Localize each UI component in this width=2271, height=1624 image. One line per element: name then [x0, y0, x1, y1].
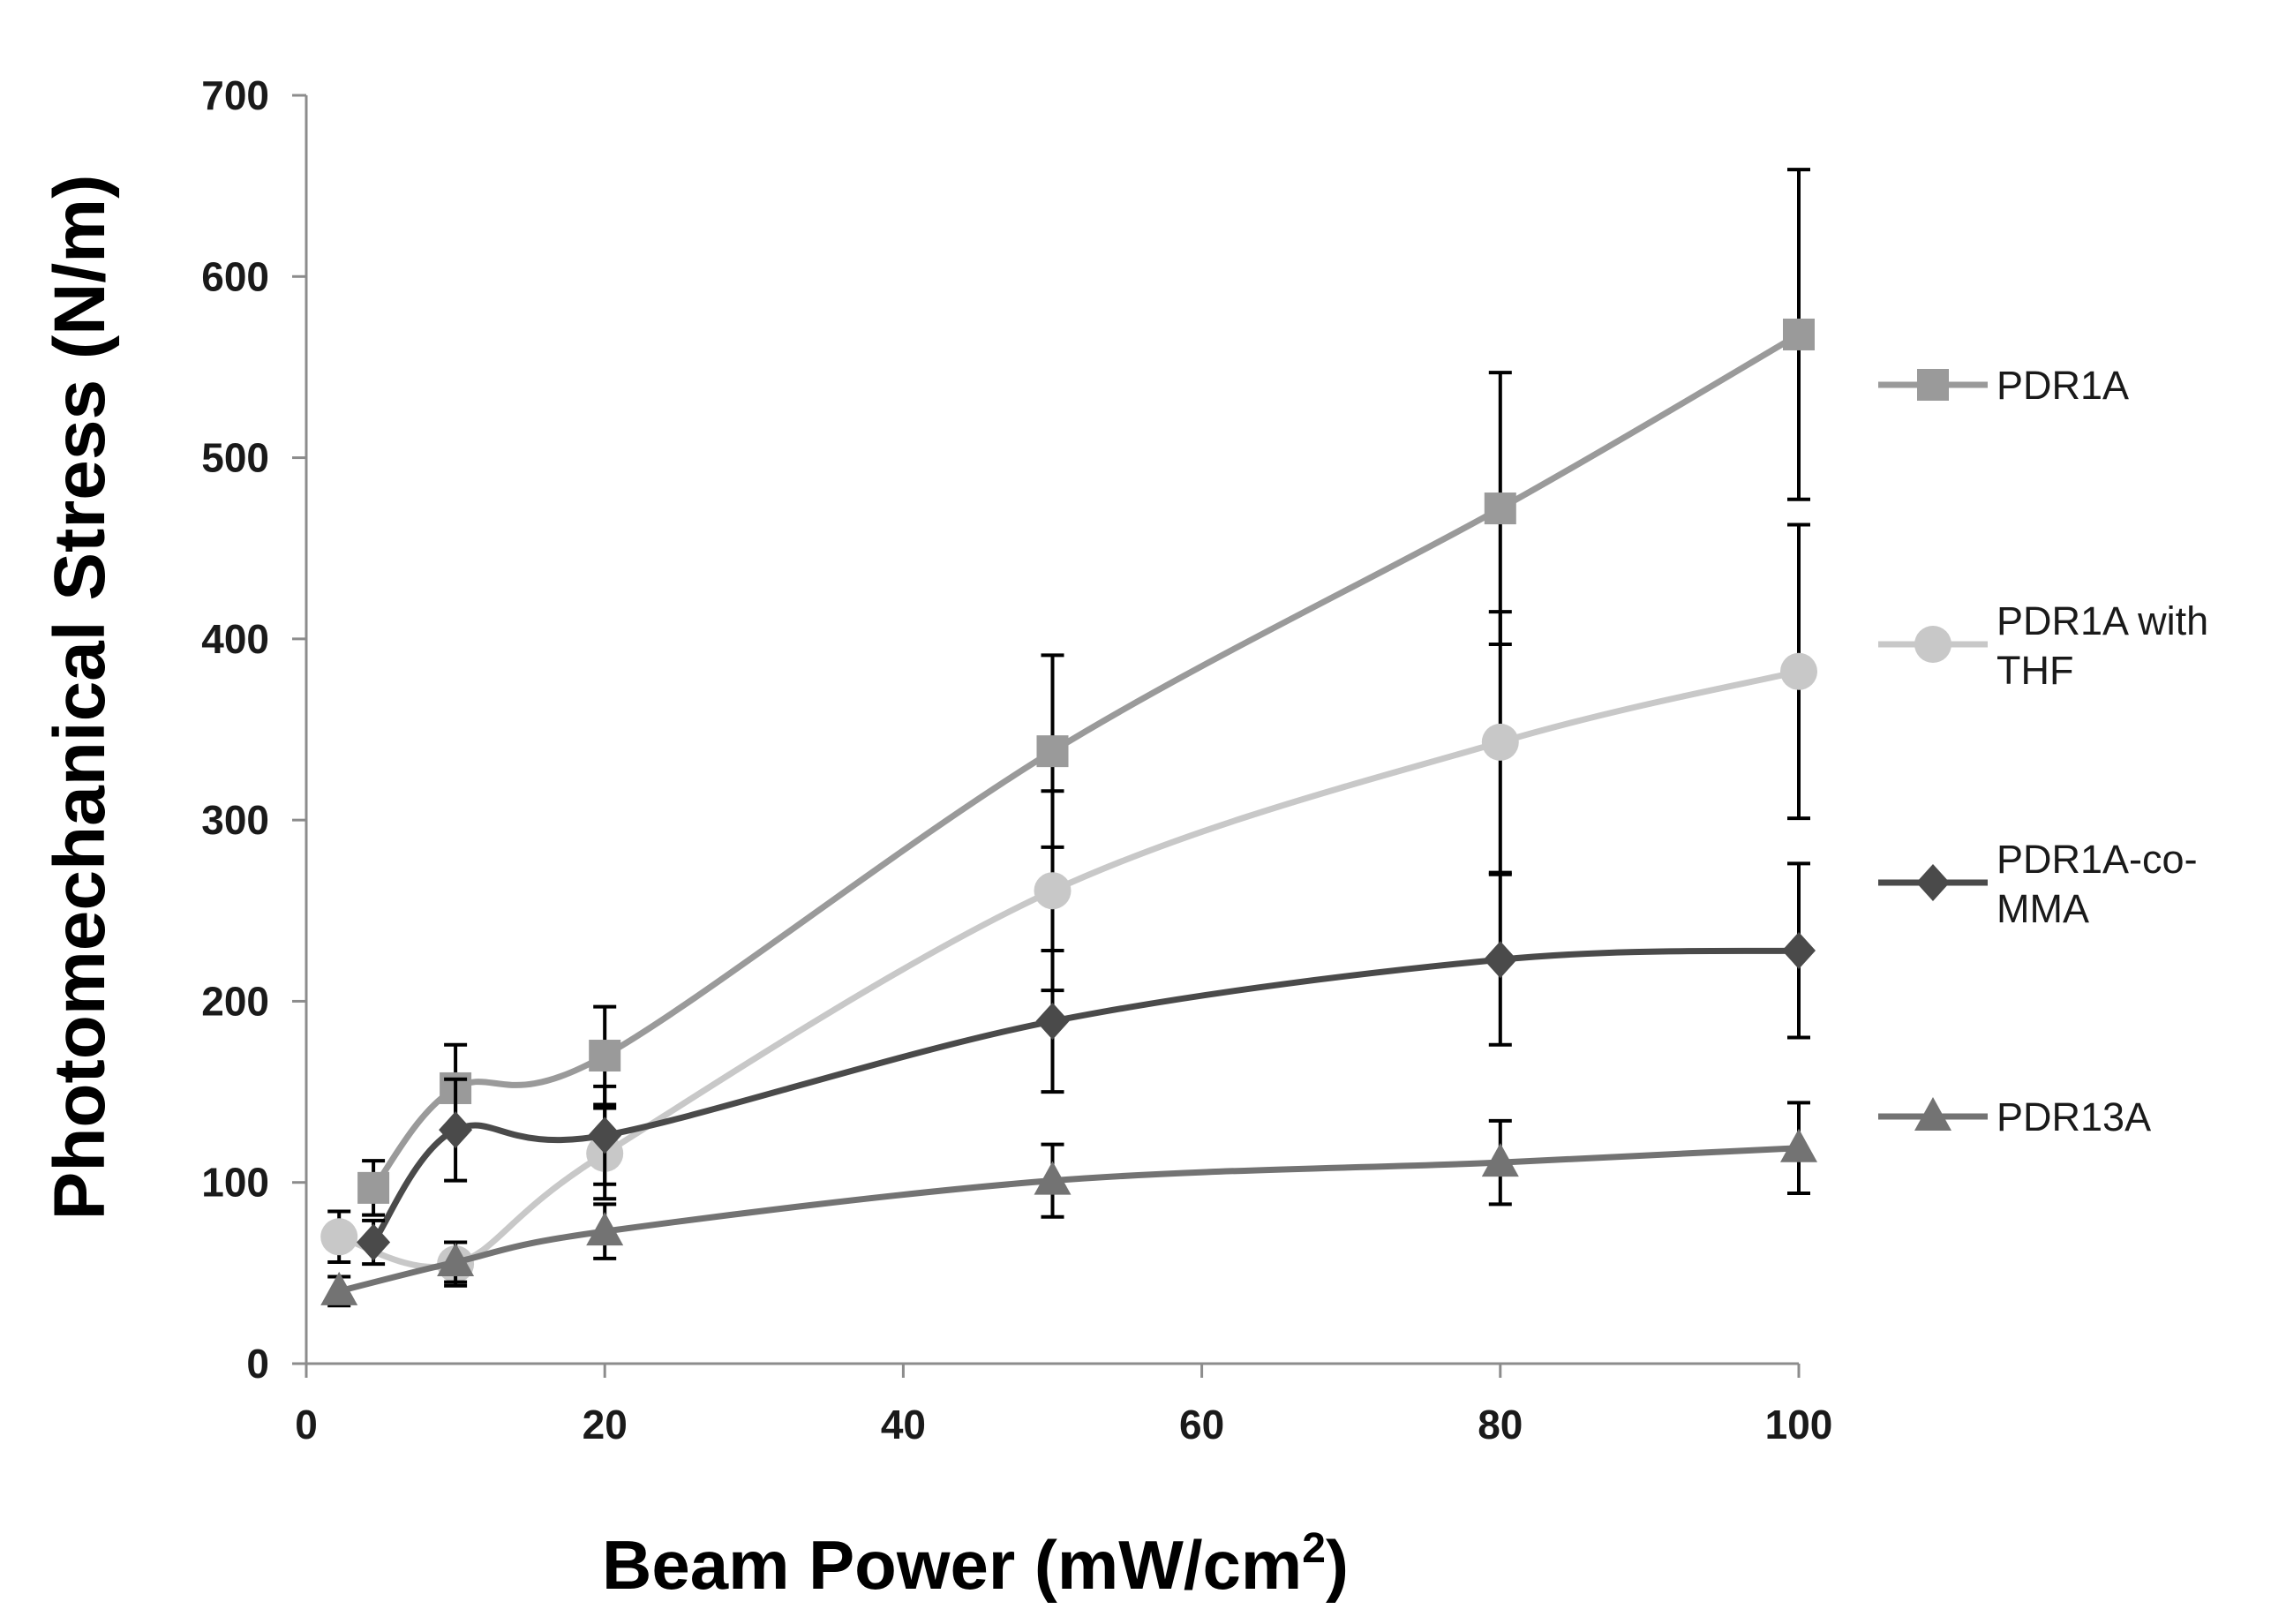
data-point	[586, 1212, 624, 1246]
data-point	[320, 1218, 358, 1256]
data-point	[357, 1171, 390, 1204]
legend-label: PDR1A with THF	[1997, 598, 2208, 693]
data-point	[439, 1111, 473, 1149]
legend-marker	[1914, 626, 1951, 663]
legend-marker	[1917, 369, 1949, 401]
data-point	[1783, 318, 1815, 350]
legend-label-line: PDR13A	[1997, 1094, 2151, 1139]
legend-label-line: THF	[1997, 648, 2073, 693]
series-pdr1a	[357, 168, 1815, 1217]
x-axis-title-superscript: 2	[1302, 1525, 1326, 1572]
x-tick-label: 100	[1765, 1402, 1833, 1447]
series-pdr13a	[320, 1101, 1817, 1308]
data-point	[1484, 492, 1516, 525]
data-point	[1782, 931, 1816, 969]
y-tick-label: 100	[201, 1160, 269, 1206]
legend-label: PDR1A	[1997, 363, 2129, 408]
legend-label: PDR13A	[1997, 1094, 2151, 1139]
series-line	[371, 947, 1800, 1244]
y-tick-label: 300	[201, 797, 269, 843]
legend-marker	[1916, 864, 1950, 901]
data-point	[1035, 1003, 1070, 1041]
y-tick-label: 200	[201, 978, 269, 1024]
data-point	[1780, 652, 1817, 690]
legend-item-pdr13a: PDR13A	[1878, 1094, 2151, 1139]
y-tick-label: 600	[201, 253, 269, 299]
data-point	[1481, 1143, 1519, 1177]
data-point	[589, 1040, 621, 1072]
y-tick-label: 700	[201, 72, 269, 118]
x-axis-title-suffix: )	[1326, 1526, 1349, 1604]
data-point	[1780, 1128, 1817, 1162]
series-line	[371, 331, 1801, 1191]
data-point	[1483, 941, 1517, 979]
legend-label-line: MMA	[1997, 886, 2089, 931]
y-tick-label: 400	[201, 616, 269, 662]
series-line	[338, 1145, 1800, 1295]
x-axis-title: Beam Power (mW/cm2)	[602, 1525, 1349, 1604]
series-pdr1a-co-mma	[357, 861, 1816, 1267]
series-pdr1a-with-thf	[320, 523, 1817, 1288]
x-tick-label: 20	[583, 1402, 628, 1447]
data-point	[320, 1271, 358, 1305]
data-point	[1481, 723, 1519, 761]
legend-label-line: PDR1A-co-	[1997, 837, 2198, 882]
legend-label: PDR1A-co-MMA	[1997, 837, 2198, 931]
y-axis-title: Photomechanical Stress (N/m)	[40, 175, 120, 1221]
x-tick-label: 40	[881, 1402, 926, 1447]
data-point	[1034, 1161, 1072, 1195]
legend-label-line: PDR1A	[1997, 363, 2129, 408]
data-point	[1034, 872, 1072, 910]
legend-item-pdr1a: PDR1A	[1878, 363, 2129, 408]
x-tick-label: 0	[295, 1402, 318, 1447]
data-point	[357, 1223, 391, 1261]
data-point	[588, 1116, 622, 1154]
x-tick-label: 60	[1179, 1402, 1224, 1447]
y-tick-label: 0	[246, 1341, 269, 1387]
legend-label-line: PDR1A with	[1997, 598, 2208, 643]
legend-marker	[1914, 1097, 1951, 1131]
data-point	[437, 1243, 475, 1277]
plot-area	[320, 168, 1817, 1308]
legend-item-pdr1a-with-thf: PDR1A with THF	[1878, 598, 2208, 693]
data-point	[1036, 735, 1069, 768]
y-tick-label: 500	[201, 435, 269, 481]
x-axis-title-main: Beam Power (mW/cm	[602, 1526, 1302, 1604]
axes: 0 100 200 300 400 500 600 700 0 20 40 60 80 100	[201, 72, 1832, 1447]
legend: PDR1A PDR1A with THF PDR1A-co-MMA PDR13A	[1878, 363, 2208, 1139]
legend-item-pdr1a-co-mma: PDR1A-co-MMA	[1878, 837, 2198, 931]
x-tick-label: 80	[1478, 1402, 1523, 1447]
